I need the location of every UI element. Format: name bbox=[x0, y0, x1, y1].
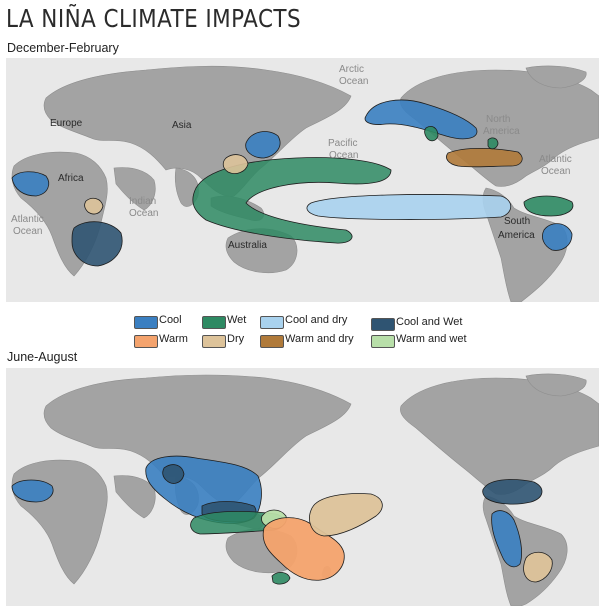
region-warm-wet-us-northwest bbox=[424, 126, 439, 142]
legend-label: Cool and Wet bbox=[396, 316, 463, 328]
label-atlantic-west-1: Atlantic bbox=[11, 214, 44, 225]
label-atlantic-west-2: Ocean bbox=[13, 226, 42, 237]
region-wet-se-australia bbox=[271, 572, 291, 585]
legend-label: Warm and wet bbox=[396, 333, 467, 345]
map-jun-aug bbox=[6, 368, 599, 606]
legend-swatch bbox=[134, 335, 158, 348]
label-atlantic-east-2: Ocean bbox=[541, 166, 570, 177]
legend-swatch bbox=[134, 316, 158, 329]
region-cool-wet-west-africa bbox=[11, 171, 50, 197]
map-labels-dec-feb: Europe Asia Africa Australia North Ameri… bbox=[11, 64, 572, 251]
region-cool-dry-pacific bbox=[306, 194, 512, 220]
map-dec-feb: Europe Asia Africa Australia North Ameri… bbox=[6, 58, 599, 302]
region-wet-pacific bbox=[192, 157, 392, 244]
region-wet-northern-brazil bbox=[523, 195, 574, 217]
region-dry-central-pacific bbox=[309, 493, 383, 537]
legend-label: Dry bbox=[227, 333, 245, 345]
climate-regions-dec-feb bbox=[11, 99, 574, 267]
legend-swatch bbox=[371, 335, 395, 348]
label-australia: Australia bbox=[228, 240, 267, 251]
region-warm-dry-us-south bbox=[446, 147, 523, 168]
region-wet-ohio-valley bbox=[487, 137, 499, 150]
region-cool-wet-northern-sa bbox=[482, 479, 543, 505]
region-dry-china bbox=[222, 154, 249, 174]
region-cool-japan bbox=[245, 131, 281, 159]
label-indian-1: Indian bbox=[129, 196, 156, 207]
label-south-america-2: America bbox=[498, 230, 535, 241]
label-north-america-1: North bbox=[486, 114, 510, 125]
label-africa: Africa bbox=[58, 173, 84, 184]
label-europe: Europe bbox=[50, 118, 83, 129]
season-title-jun-aug: June-August bbox=[7, 350, 78, 364]
climate-regions-jun-aug bbox=[11, 455, 553, 585]
region-cool-southeast-brazil bbox=[542, 223, 573, 251]
label-arctic-2: Ocean bbox=[339, 76, 368, 87]
season-title-dec-feb: December-February bbox=[7, 41, 119, 55]
label-indian-2: Ocean bbox=[129, 208, 158, 219]
legend-swatch bbox=[371, 318, 395, 331]
region-dry-east-africa bbox=[84, 197, 104, 215]
legend-label: Cool bbox=[159, 314, 182, 326]
legend-label: Cool and dry bbox=[285, 314, 348, 326]
label-asia: Asia bbox=[172, 120, 192, 131]
label-pacific-2: Ocean bbox=[329, 150, 358, 161]
legend-swatch bbox=[260, 316, 284, 329]
legend-swatch bbox=[202, 316, 226, 329]
label-pacific-1: Pacific bbox=[328, 138, 357, 149]
region-cool-wet-india bbox=[162, 464, 185, 484]
label-atlantic-east-1: Atlantic bbox=[539, 154, 572, 165]
legend-label: Warm and dry bbox=[285, 333, 354, 345]
region-cool-wet-south-africa bbox=[71, 221, 123, 267]
region-cool-alaska-canada bbox=[364, 99, 478, 140]
legend-swatch bbox=[260, 335, 284, 348]
legend: Cool Wet Cool and dry Cool and Wet Warm … bbox=[134, 314, 504, 350]
legend-swatch bbox=[202, 335, 226, 348]
label-south-america-1: South bbox=[504, 216, 530, 227]
region-cool-western-sa bbox=[491, 510, 522, 568]
legend-label: Wet bbox=[227, 314, 247, 326]
region-dry-southeast-sa bbox=[523, 551, 553, 583]
region-cool-west-africa bbox=[11, 479, 54, 503]
page-title: LA NIÑA CLIMATE IMPACTS bbox=[6, 4, 302, 33]
label-north-america-2: America bbox=[483, 126, 520, 137]
legend-label: Warm bbox=[159, 333, 188, 345]
label-arctic-1: Arctic bbox=[339, 64, 364, 75]
